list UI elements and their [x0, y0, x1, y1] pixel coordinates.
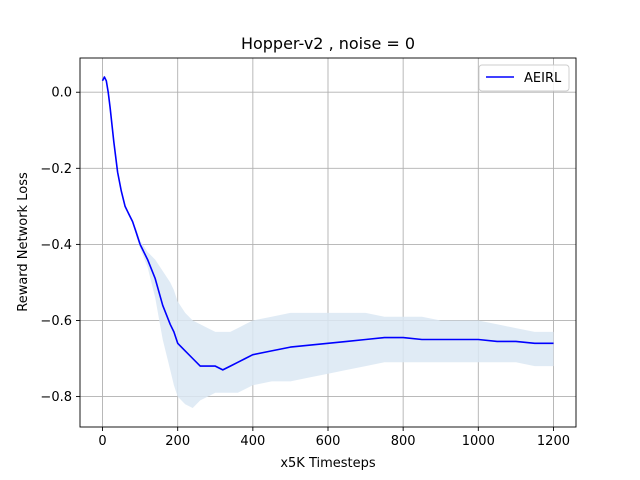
x-tick-label: 600	[316, 434, 341, 449]
y-tick-label: −0.6	[40, 314, 72, 329]
y-axis-label: Reward Network Loss	[16, 172, 31, 312]
x-tick-label: 1200	[537, 434, 570, 449]
legend: AEIRL	[478, 64, 570, 92]
y-tick-label: −0.4	[40, 238, 72, 253]
x-axis-label: x5K Timesteps	[280, 456, 376, 471]
x-tick-label: 200	[165, 434, 190, 449]
series-band-aeirl	[102, 77, 554, 408]
x-tick-label: 400	[240, 434, 265, 449]
x-axis-ticks: 0 200 400 600 800 1000 1200	[98, 427, 570, 449]
legend-label-aeirl: AEIRL	[524, 71, 562, 86]
y-tick-label: −0.8	[40, 390, 72, 405]
legend-box	[478, 64, 570, 92]
y-axis-ticks: 0.0 −0.2 −0.4 −0.6 −0.8	[40, 86, 80, 405]
series-line-aeirl	[101, 76, 554, 371]
y-tick-label: 0.0	[51, 86, 72, 101]
chart-title: Hopper-v2 , noise = 0	[241, 34, 415, 53]
y-tick-label: −0.2	[40, 162, 72, 177]
x-tick-label: 1000	[462, 434, 495, 449]
x-tick-label: 800	[391, 434, 416, 449]
x-tick-label: 0	[98, 434, 106, 449]
